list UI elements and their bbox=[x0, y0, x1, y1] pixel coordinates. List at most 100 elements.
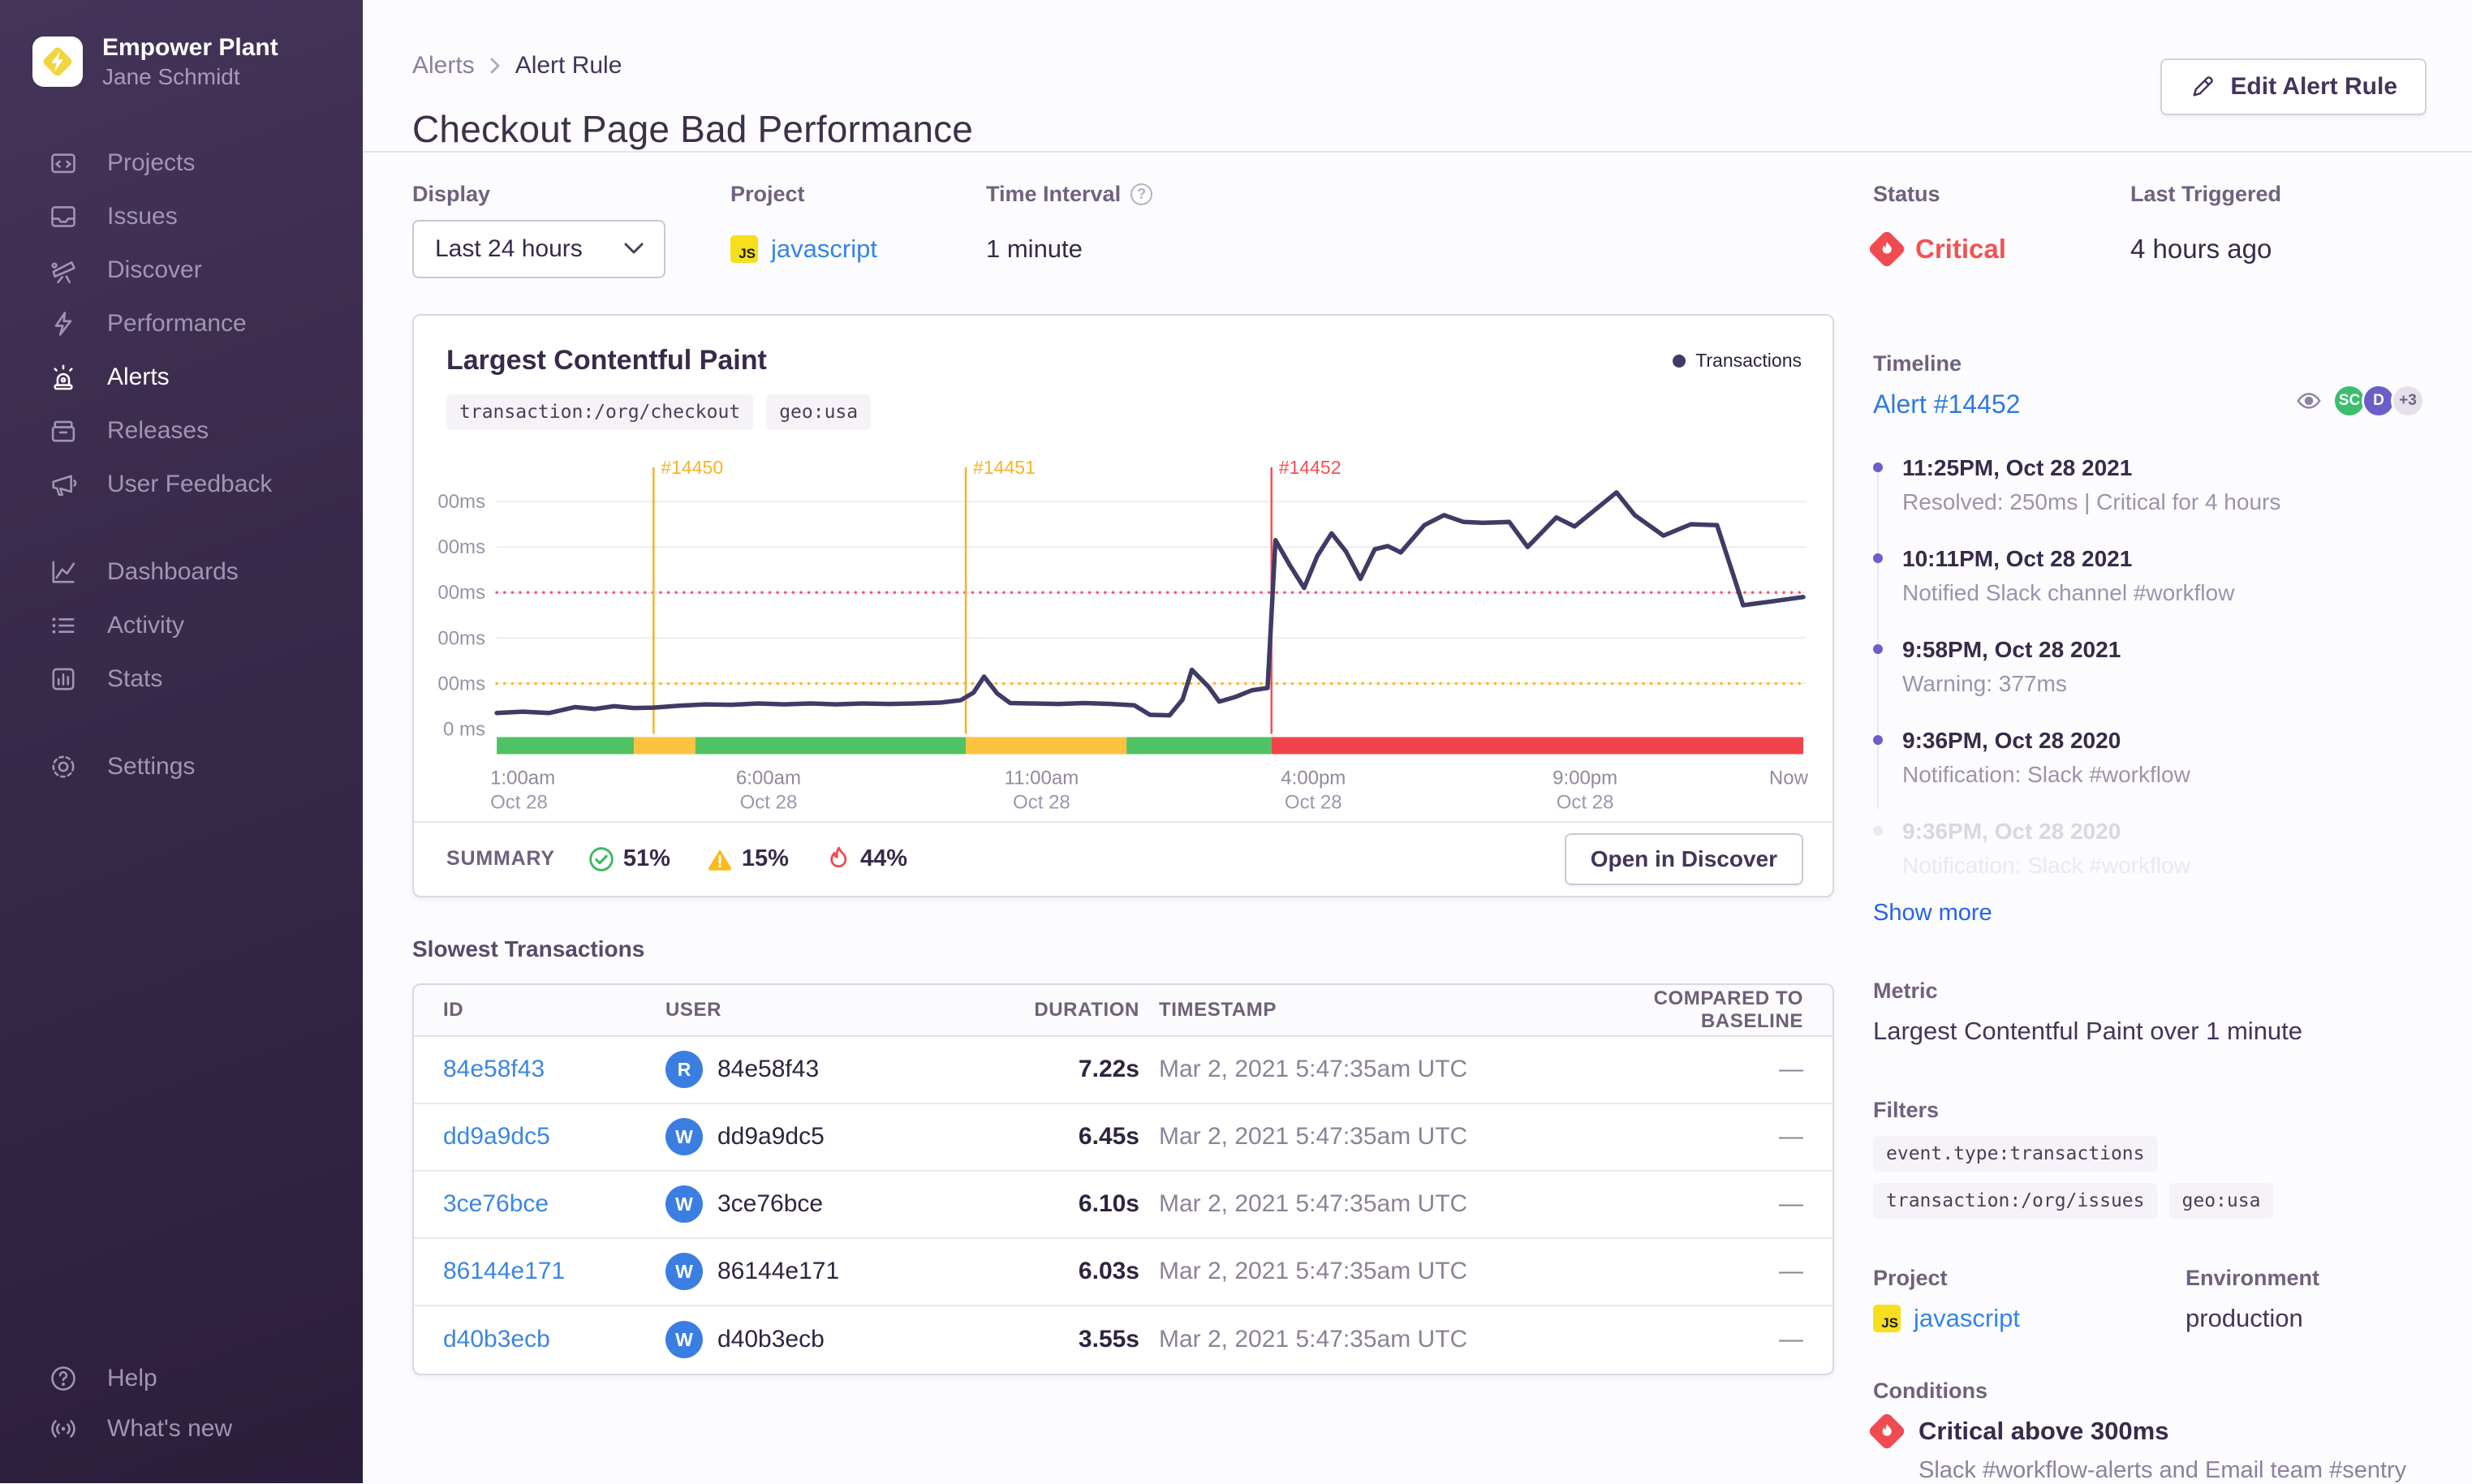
help-circle-icon[interactable]: ? bbox=[1130, 183, 1153, 205]
sidebar-item-discover[interactable]: Discover bbox=[0, 243, 363, 297]
svg-text:400ms: 400ms bbox=[437, 536, 485, 558]
whats-new-icon bbox=[49, 1414, 78, 1443]
timeline-entry: 9:58PM, Oct 28 2021 Warning: 377ms bbox=[1873, 637, 2425, 697]
sidebar-footer: Help What's new bbox=[0, 1353, 363, 1454]
stats-icon bbox=[49, 665, 78, 694]
sidebar: Empower Plant Jane Schmidt Projects Issue… bbox=[0, 0, 363, 1483]
dashboards-icon bbox=[49, 557, 78, 587]
help-icon bbox=[49, 1364, 78, 1393]
svg-text:200ms: 200ms bbox=[437, 627, 485, 649]
timeline-entry: 9:36PM, Oct 28 2020 Notification: Slack #… bbox=[1873, 819, 2425, 879]
breadcrumb: Alerts Alert Rule bbox=[412, 52, 2427, 80]
filter-tag: transaction:/org/issues bbox=[1873, 1183, 2158, 1219]
time-interval-label: Time Interval ? bbox=[986, 182, 1153, 207]
metric-label: Metric bbox=[1873, 979, 1938, 1003]
edit-alert-rule-button[interactable]: Edit Alert Rule bbox=[2160, 58, 2427, 115]
filters-label: Filters bbox=[1873, 1098, 1940, 1122]
sidebar-item-activity[interactable]: Activity bbox=[0, 599, 363, 652]
project-link[interactable]: javascript bbox=[771, 234, 877, 263]
user-avatar: W bbox=[665, 1185, 703, 1224]
svg-text:Oct 28: Oct 28 bbox=[1557, 792, 1614, 812]
chart-filter-tags: transaction:/org/checkout geo:usa bbox=[446, 394, 1803, 430]
timeline-section: Timeline Alert #14452 SC D +3 11:25PM, Oct… bbox=[1873, 351, 2425, 927]
eye-icon bbox=[2295, 389, 2323, 413]
alert-number-link[interactable]: Alert #14452 bbox=[1873, 389, 2021, 419]
status-badge: Critical bbox=[1915, 234, 2006, 264]
filter-bar: Display Last 24 hours Project JS javascr… bbox=[412, 182, 1834, 278]
sidebar-item-releases[interactable]: Releases bbox=[0, 404, 363, 458]
filter-pills: event.type:transactions transaction:/org/… bbox=[1873, 1136, 2425, 1219]
timeline-entry: 10:11PM, Oct 28 2021 Notified Slack chann… bbox=[1873, 546, 2425, 606]
user-feedback-icon bbox=[49, 470, 78, 499]
timeline-entry: 9:36PM, Oct 28 2020 Notification: Slack #… bbox=[1873, 728, 2425, 788]
transaction-id-link[interactable]: 3ce76bce bbox=[443, 1190, 549, 1218]
svg-text:9:00pm: 9:00pm bbox=[1553, 767, 1617, 789]
sidebar-item-user-feedback[interactable]: User Feedback bbox=[0, 458, 363, 511]
display-range-value: Last 24 hours bbox=[435, 235, 583, 262]
svg-text:100ms: 100ms bbox=[437, 673, 485, 695]
slowest-transactions-title: Slowest Transactions bbox=[412, 936, 645, 961]
svg-text:1:00am: 1:00am bbox=[490, 767, 555, 789]
timeline-label: Timeline bbox=[1873, 351, 1962, 376]
svg-text:Oct 28: Oct 28 bbox=[1285, 792, 1342, 812]
breadcrumb-current: Alert Rule bbox=[515, 52, 622, 79]
svg-text:#14452: #14452 bbox=[1279, 457, 1342, 478]
transaction-id-link[interactable]: 84e58f43 bbox=[443, 1056, 545, 1083]
chart-tag: geo:usa bbox=[766, 394, 872, 430]
table-row: 84e58f43 R 84e58f43 7.22s Mar 2, 2021 5:47:3… bbox=[414, 1037, 1832, 1104]
chevron-right-icon bbox=[488, 55, 502, 76]
sidebar-item-help[interactable]: Help bbox=[0, 1353, 363, 1404]
sidebar-item-issues[interactable]: Issues bbox=[0, 190, 363, 243]
sidebar-item-stats[interactable]: Stats bbox=[0, 652, 363, 706]
col-duration: DURATION bbox=[1034, 998, 1139, 1021]
fire-icon bbox=[830, 846, 847, 867]
open-in-discover-button[interactable]: Open in Discover bbox=[1564, 832, 1803, 885]
show-more-link[interactable]: Show more bbox=[1873, 900, 1992, 926]
avatar: D bbox=[2362, 384, 2396, 418]
transaction-id-link[interactable]: d40b3ecb bbox=[443, 1326, 550, 1353]
condition-title: Critical above 300ms bbox=[1919, 1417, 2169, 1445]
org-switcher[interactable]: Empower Plant Jane Schmidt bbox=[0, 0, 363, 91]
breadcrumb-alerts-link[interactable]: Alerts bbox=[412, 52, 475, 79]
org-logo bbox=[32, 37, 83, 87]
chart-card: Largest Contentful Paint transaction:/or… bbox=[412, 314, 1834, 897]
lcp-chart-svg: 0 ms 100ms 200ms 300ms 400ms 500ms #14450 #1445… bbox=[427, 457, 1809, 813]
summary-warning: 15% bbox=[706, 845, 789, 873]
conditions-label: Conditions bbox=[1873, 1379, 1988, 1403]
sidebar-item-alerts[interactable]: Alerts bbox=[0, 351, 363, 404]
sidebar-item-settings[interactable]: Settings bbox=[0, 740, 363, 794]
table-row: 3ce76bce W 3ce76bce 6.10s Mar 2, 2021 5:47:3… bbox=[414, 1172, 1832, 1239]
sidebar-item-what-s-new[interactable]: What's new bbox=[0, 1404, 363, 1454]
table-row: 86144e171 W 86144e171 6.03s Mar 2, 2021 5:47… bbox=[414, 1239, 1832, 1306]
transaction-id-link[interactable]: 86144e171 bbox=[443, 1258, 566, 1285]
transaction-id-link[interactable]: dd9a9dc5 bbox=[443, 1123, 550, 1151]
status-label: Status bbox=[1873, 182, 1940, 206]
chart-tag: transaction:/org/checkout bbox=[446, 394, 754, 430]
metric-value: Largest Contentful Paint over 1 minute bbox=[1873, 1017, 2303, 1045]
lcp-chart[interactable]: 0 ms 100ms 200ms 300ms 400ms 500ms #14450 #1445… bbox=[414, 437, 1832, 816]
col-baseline: COMPARED TO BASELINE bbox=[1653, 987, 1803, 1032]
main-column: Display Last 24 hours Project JS javascr… bbox=[412, 182, 1834, 1484]
time-interval-value: 1 minute bbox=[986, 234, 1083, 263]
sidebar-item-projects[interactable]: Projects bbox=[0, 136, 363, 190]
svg-text:300ms: 300ms bbox=[437, 582, 485, 604]
detail-project-link[interactable]: javascript bbox=[1914, 1304, 2020, 1332]
chart-legend: Transactions bbox=[1673, 350, 1802, 372]
summary-critical: 44% bbox=[825, 845, 907, 873]
sidebar-item-performance[interactable]: Performance bbox=[0, 297, 363, 351]
filter-tag: geo:usa bbox=[2168, 1183, 2274, 1219]
filter-tag: event.type:transactions bbox=[1873, 1136, 2158, 1172]
critical-diamond-icon bbox=[1867, 229, 1907, 269]
filters-section: Filters event.type:transactions transacti… bbox=[1873, 1098, 2425, 1219]
sidebar-item-dashboards[interactable]: Dashboards bbox=[0, 545, 363, 599]
metric-section: Metric Largest Contentful Paint over 1 m… bbox=[1873, 979, 2425, 1046]
summary-ok: 51% bbox=[588, 845, 670, 873]
javascript-platform-icon: JS bbox=[1873, 1305, 1901, 1332]
slowest-transactions-table: ID USER DURATION TIMESTAMP COMPARED TO B… bbox=[412, 983, 1834, 1375]
legend-label: Transactions bbox=[1695, 350, 1802, 371]
sidebar-nav: Projects Issues Discover Performance Alerts R… bbox=[0, 136, 363, 828]
svg-text:Oct 28: Oct 28 bbox=[740, 792, 798, 812]
display-range-dropdown[interactable]: Last 24 hours bbox=[412, 220, 665, 278]
condition-description: Slack #workflow-alerts and Email team #s… bbox=[1919, 1457, 2407, 1483]
